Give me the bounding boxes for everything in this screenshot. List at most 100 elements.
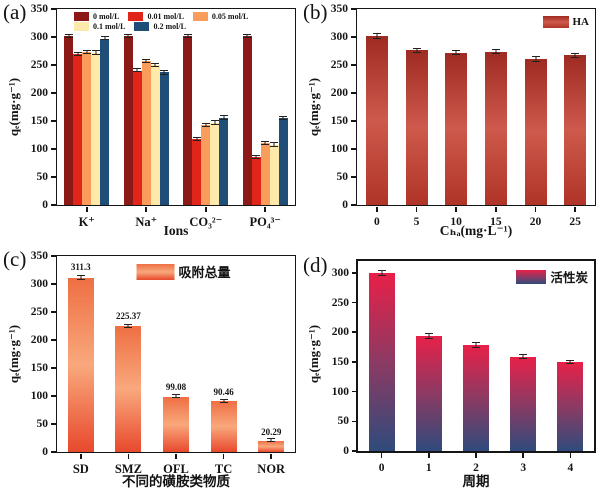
bar: [159, 72, 169, 205]
error-bar: [412, 47, 421, 54]
y-tick-label: 50: [336, 171, 349, 183]
bar: [82, 52, 92, 205]
bar: [210, 401, 237, 452]
x-tick-label: CO₃²⁻: [189, 215, 223, 229]
error-bar: [124, 33, 133, 39]
y-tick-label: 300: [30, 31, 48, 43]
x-tick-label: SD: [72, 462, 89, 476]
y-tick-label: 300: [30, 278, 48, 290]
legend: 0 mol/L 0.01 mol/L 0.05 mol/L 0.1 mol/L 0.2 …: [74, 12, 286, 31]
x-tick-label: PO₄³⁻: [249, 215, 281, 229]
x-tick-label: 1: [425, 462, 432, 474]
bar-value-label: 20.29: [261, 426, 282, 437]
legend-item: 0.2 mol/L: [134, 22, 186, 31]
y-tick: [50, 395, 56, 397]
bar: [258, 440, 285, 452]
bar: [115, 325, 142, 452]
y-tick-label: 200: [331, 326, 349, 339]
y-tick-label: 300: [331, 266, 349, 279]
legend-item: 活性炭: [516, 267, 588, 286]
x-tick: [145, 206, 148, 212]
x-tick: [85, 206, 88, 212]
legend-swatch: [542, 16, 569, 28]
error-bar: [519, 354, 528, 359]
bar: [183, 35, 193, 205]
error-bar: [133, 68, 142, 73]
x-tick: [522, 452, 524, 458]
bar: [415, 335, 442, 451]
legend-swatch: [516, 269, 547, 284]
y-tick-label: 0: [343, 445, 349, 457]
bar: [365, 35, 388, 205]
legend-label: 活性炭: [550, 271, 588, 285]
error-bar: [243, 33, 252, 39]
bar: [251, 157, 261, 205]
error-bar: [452, 49, 461, 56]
y-tick-label: 0: [42, 199, 48, 211]
y-tick-label: 150: [30, 115, 48, 127]
error-bar: [531, 56, 540, 62]
x-tick-label: Na⁺: [135, 215, 158, 229]
y-tick-label: 150: [331, 355, 349, 368]
y-tick: [351, 301, 357, 304]
bar: [484, 51, 507, 205]
error-bar: [261, 141, 270, 146]
x-tick: [264, 206, 267, 212]
bar: [67, 277, 94, 452]
panel-letter: (b): [303, 0, 328, 24]
x-tick: [569, 452, 572, 458]
error-bar: [252, 155, 261, 160]
y-tick: [351, 361, 357, 363]
y-tick: [350, 176, 356, 178]
error-bar: [64, 33, 73, 39]
y-tick-label: 100: [330, 143, 348, 155]
error-bar: [270, 141, 279, 148]
legend-swatch: [74, 12, 89, 21]
bar: [192, 138, 202, 205]
error-bar: [183, 33, 192, 39]
y-tick: [351, 331, 357, 334]
x-tick-label: 20: [529, 216, 542, 228]
y-tick: [50, 311, 56, 313]
bar: [64, 35, 74, 205]
y-tick-label: 200: [330, 87, 348, 99]
bar: [368, 272, 395, 451]
x-tick-label: 10: [450, 216, 462, 228]
legend-label: 0.05 mol/L: [211, 12, 249, 21]
x-tick: [376, 206, 378, 212]
legend-label: 0 mol/L: [93, 12, 120, 21]
bar: [405, 50, 428, 205]
x-tick: [534, 206, 537, 212]
error-bar: [566, 359, 575, 364]
bar: [463, 345, 489, 451]
y-tick-label: 350: [30, 250, 48, 262]
y-tick-label: 300: [330, 31, 348, 43]
panel-c: (c) qₑ(mg·g⁻¹) 0 50 100 150 200 250 300 350 SD SM…: [0, 247, 300, 494]
bar: [219, 117, 229, 205]
y-tick-label: 100: [30, 143, 48, 155]
bar: [100, 38, 110, 205]
y-tick-label: 0: [342, 199, 348, 211]
y-tick: [350, 204, 356, 206]
y-tick-label: 100: [30, 390, 48, 402]
error-bar: [267, 437, 276, 442]
legend-label: 0.01 mol/L: [147, 12, 184, 21]
bar: [123, 35, 133, 205]
x-tick-label: 0: [378, 462, 385, 474]
error-bar: [377, 269, 386, 276]
y-tick-label: 50: [337, 415, 350, 428]
x-tick-label: TC: [214, 462, 233, 476]
legend-item: 0 mol/L: [74, 12, 119, 21]
bar: [150, 65, 160, 205]
plot-area-a: 0 50 100 150 200 250 300 350 K⁺ Na⁺ CO₃²⁻ PO₄³⁻ 0 mo…: [31, 3, 296, 229]
y-tick: [351, 450, 357, 452]
y-tick-label: 200: [30, 334, 48, 346]
y-tick: [50, 120, 56, 122]
bar-value-label: 311.3: [70, 261, 91, 272]
error-bar: [424, 332, 433, 339]
x-tick: [222, 453, 225, 459]
error-bar: [91, 50, 100, 55]
x-tick-label: 15: [490, 216, 502, 228]
x-tick-label: 4: [567, 462, 574, 474]
